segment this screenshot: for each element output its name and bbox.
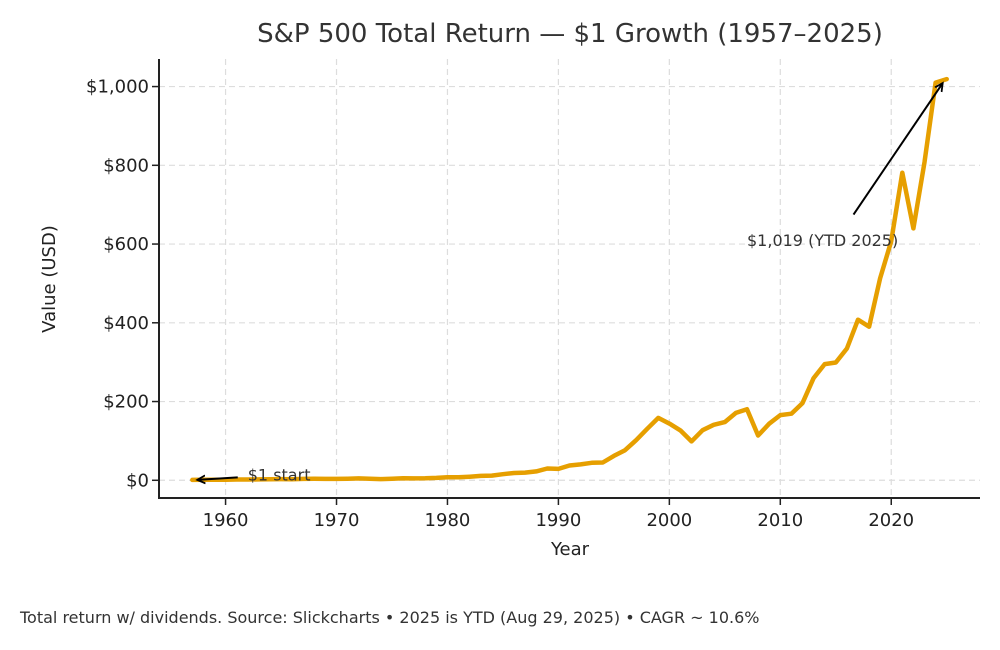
annotation-label: $1 start (248, 465, 311, 484)
y-tick-label: $1,000 (86, 77, 149, 98)
chart-title: S&P 500 Total Return — $1 Growth (1957–2… (257, 19, 883, 49)
x-tick-label: 1990 (535, 510, 581, 531)
series-line (190, 76, 949, 483)
x-axis-ticks: 1960 1970 1980 1990 2000 2010 2020 (203, 498, 914, 531)
footer-note: Total return w/ dividends. Source: Slick… (20, 608, 760, 627)
y-tick-label: $200 (103, 392, 149, 413)
x-tick-label: 1980 (425, 510, 471, 531)
x-tick-label: 2020 (868, 510, 914, 531)
y-tick-label: $800 (103, 155, 149, 176)
annotation-label: $1,019 (YTD 2025) (747, 231, 898, 250)
x-axis-label: Year (550, 539, 590, 560)
growth-chart: S&P 500 Total Return — $1 Growth (1957–2… (39, 19, 980, 560)
annotation-arrow (197, 477, 238, 480)
annotations: $1 start $1,019 (YTD 2025) (197, 83, 942, 484)
y-tick-label: $600 (103, 234, 149, 255)
y-axis-label: Value (USD) (39, 225, 60, 333)
y-tick-label: $0 (126, 470, 149, 491)
grid-lines (159, 59, 980, 498)
x-tick-label: 1960 (203, 510, 249, 531)
x-tick-label: 1970 (314, 510, 360, 531)
annotation-arrow (852, 83, 943, 216)
x-tick-label: 2000 (646, 510, 692, 531)
y-tick-label: $400 (103, 313, 149, 334)
y-axis-ticks: $0 $200 $400 $600 $800 $1,000 (86, 77, 159, 491)
x-tick-label: 2010 (757, 510, 803, 531)
